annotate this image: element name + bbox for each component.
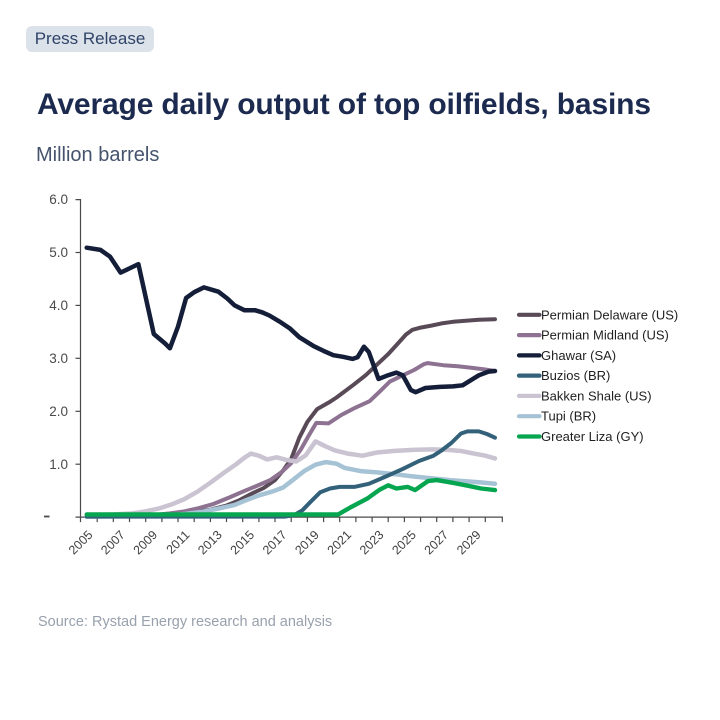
svg-text:2013: 2013	[195, 528, 225, 558]
svg-text:5.0: 5.0	[49, 245, 68, 260]
svg-text:2025: 2025	[389, 528, 419, 558]
svg-text:2019: 2019	[292, 528, 322, 558]
svg-text:Permian Midland (US): Permian Midland (US)	[541, 328, 669, 343]
svg-text:1.0: 1.0	[49, 457, 68, 472]
svg-text:Bakken Shale (US): Bakken Shale (US)	[541, 388, 652, 403]
svg-text:4.0: 4.0	[49, 298, 68, 313]
svg-text:2023: 2023	[357, 528, 387, 558]
svg-text:2009: 2009	[131, 528, 161, 558]
svg-text:2029: 2029	[454, 528, 484, 558]
svg-text:3.0: 3.0	[49, 351, 68, 366]
svg-text:6.0: 6.0	[49, 192, 68, 207]
svg-text:2015: 2015	[228, 528, 258, 558]
svg-text:Permian Delaware (US): Permian Delaware (US)	[541, 307, 678, 322]
svg-text:2027: 2027	[422, 528, 452, 558]
svg-text:2011: 2011	[164, 528, 193, 557]
svg-text:2017: 2017	[260, 528, 290, 558]
svg-text:2021: 2021	[325, 528, 355, 558]
svg-text:2005: 2005	[66, 528, 96, 558]
svg-text:2007: 2007	[98, 528, 128, 558]
svg-text:2.0: 2.0	[49, 404, 68, 419]
svg-text:Greater Liza (GY): Greater Liza (GY)	[541, 429, 644, 444]
svg-text:Tupi (BR): Tupi (BR)	[541, 409, 596, 424]
svg-text:Ghawar (SA): Ghawar (SA)	[541, 348, 616, 363]
svg-text:Buzios (BR): Buzios (BR)	[541, 368, 610, 383]
